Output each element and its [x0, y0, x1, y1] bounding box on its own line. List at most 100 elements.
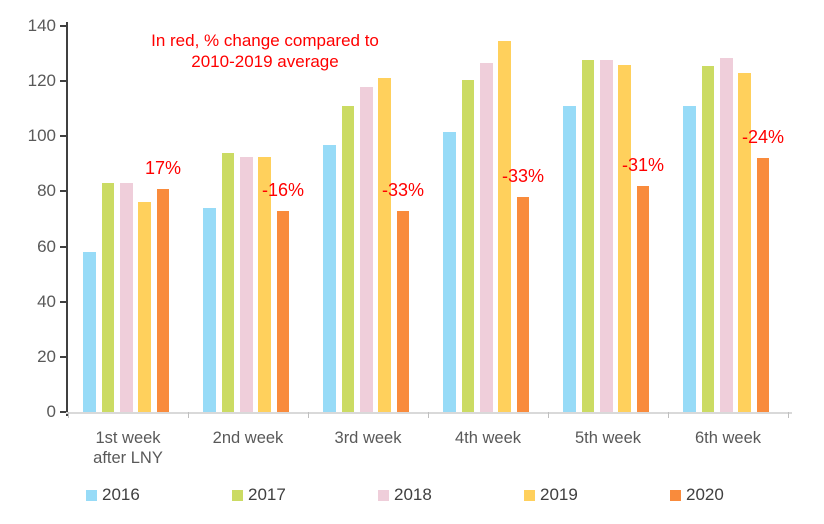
y-tick-label: 80 — [37, 181, 56, 201]
bar-2017 — [101, 183, 115, 412]
y-tick-label: 20 — [37, 346, 56, 366]
annotation-label: -16% — [261, 179, 305, 200]
bar-group-6 — [668, 26, 788, 412]
y-tick-mark — [60, 135, 66, 138]
y-tick-mark — [60, 245, 66, 248]
note-line1: In red, % change compared to — [151, 31, 379, 50]
chart-note: In red, % change compared to 2010-2019 a… — [100, 30, 430, 72]
bar-2020 — [396, 210, 410, 412]
bar-2020 — [636, 185, 650, 412]
bar-2018 — [720, 57, 733, 412]
bar-2020 — [516, 196, 530, 412]
bar-2018 — [240, 156, 253, 412]
bar-2018 — [600, 60, 613, 412]
x-axis-label: 6th week — [668, 428, 788, 448]
legend-label: 2018 — [394, 485, 432, 504]
legend-item-2019: 2019 — [524, 485, 578, 505]
y-tick-label: 60 — [37, 236, 56, 256]
x-axis-line — [66, 412, 792, 414]
y-tick-label: 0 — [46, 402, 56, 421]
y-tick-label: 100 — [27, 126, 56, 146]
x-tick-mark — [788, 412, 789, 418]
bar-group-2 — [188, 26, 308, 412]
legend-item-2017: 2017 — [232, 485, 286, 505]
x-tick-mark — [668, 412, 669, 418]
legend-item-2020: 2020 — [670, 485, 724, 505]
x-tick-mark — [308, 412, 309, 418]
annotation-label: 17% — [144, 157, 182, 178]
plot-area — [68, 26, 788, 412]
bar-2019 — [738, 72, 751, 412]
bar-2019 — [258, 156, 271, 412]
annotation-label: -33% — [381, 179, 425, 200]
bar-2017 — [701, 65, 715, 412]
y-tick-mark — [60, 80, 66, 83]
x-axis-label-line: 4th week — [454, 429, 522, 447]
bar-2016 — [563, 105, 576, 412]
bar-2016 — [443, 132, 456, 412]
x-axis-label-line: 5th week — [574, 429, 642, 447]
x-tick-mark — [188, 412, 189, 418]
bar-2019 — [138, 202, 151, 412]
legend: 2016 2017 2018 2019 2020 — [0, 483, 824, 507]
bar-2017 — [221, 152, 235, 412]
y-axis-line — [66, 22, 68, 416]
legend-swatch-2017 — [232, 489, 243, 501]
x-axis-label-line: 1st week — [95, 429, 161, 447]
legend-label: 2016 — [102, 485, 140, 504]
x-tick-mark — [548, 412, 549, 418]
bar-2018 — [120, 183, 133, 412]
bar-2017 — [341, 105, 355, 412]
legend-item-2016: 2016 — [86, 485, 140, 505]
x-axis-label-line: 6th week — [694, 429, 762, 447]
x-axis-label-line: 2nd week — [212, 429, 284, 447]
bar-2019 — [378, 78, 391, 412]
y-tick-label: 40 — [37, 291, 56, 311]
bar-2018 — [360, 86, 373, 412]
bar-group-4 — [428, 26, 548, 412]
bar-2020 — [276, 210, 290, 412]
bar-2016 — [203, 207, 216, 412]
bar-2016 — [323, 144, 336, 412]
y-tick-mark — [60, 355, 66, 358]
legend-swatch-2016 — [86, 489, 97, 501]
legend-item-2018: 2018 — [378, 485, 432, 505]
bar-group-1 — [68, 26, 188, 412]
bar-2017 — [581, 60, 595, 412]
bar-2016 — [683, 105, 696, 412]
bar-group-3 — [308, 26, 428, 412]
x-axis-label: 1st week after LNY — [68, 428, 188, 468]
y-tick-label: 120 — [27, 71, 56, 91]
legend-swatch-2018 — [378, 489, 389, 501]
bar-2018 — [480, 63, 493, 412]
x-tick-mark — [428, 412, 429, 418]
bar-2016 — [83, 252, 96, 412]
legend-label: 2020 — [686, 485, 724, 504]
note-line2: 2010-2019 average — [191, 52, 339, 71]
bar-2020 — [156, 188, 170, 412]
legend-label: 2017 — [248, 485, 286, 504]
y-tick-mark — [60, 25, 66, 27]
annotation-label: -31% — [621, 154, 665, 175]
x-tick-mark — [68, 412, 69, 418]
y-tick-mark — [60, 411, 66, 413]
y-tick-mark — [60, 300, 66, 303]
legend-swatch-2019 — [524, 489, 535, 501]
legend-label: 2019 — [540, 485, 578, 504]
x-axis-label-line: after LNY — [93, 449, 163, 467]
x-axis-label-line: 3rd week — [334, 429, 402, 447]
bar-group-5 — [548, 26, 668, 412]
annotation-label: -33% — [501, 165, 545, 186]
x-axis-label: 4th week — [428, 428, 548, 448]
annotation-label: -24% — [741, 127, 785, 148]
legend-swatch-2020 — [670, 489, 681, 501]
x-axis-label: 2nd week — [188, 428, 308, 448]
y-tick-mark — [60, 190, 66, 193]
x-axis-label: 3rd week — [308, 428, 428, 448]
bar-2020 — [756, 158, 770, 412]
bar-2017 — [461, 79, 475, 412]
y-tick-label: 140 — [27, 16, 56, 35]
bar-2019 — [498, 41, 511, 412]
bar-2019 — [618, 64, 631, 412]
